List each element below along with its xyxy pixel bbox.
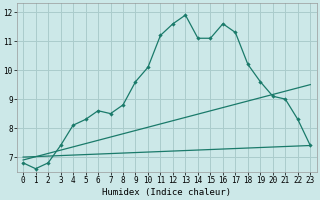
X-axis label: Humidex (Indice chaleur): Humidex (Indice chaleur) (102, 188, 231, 197)
